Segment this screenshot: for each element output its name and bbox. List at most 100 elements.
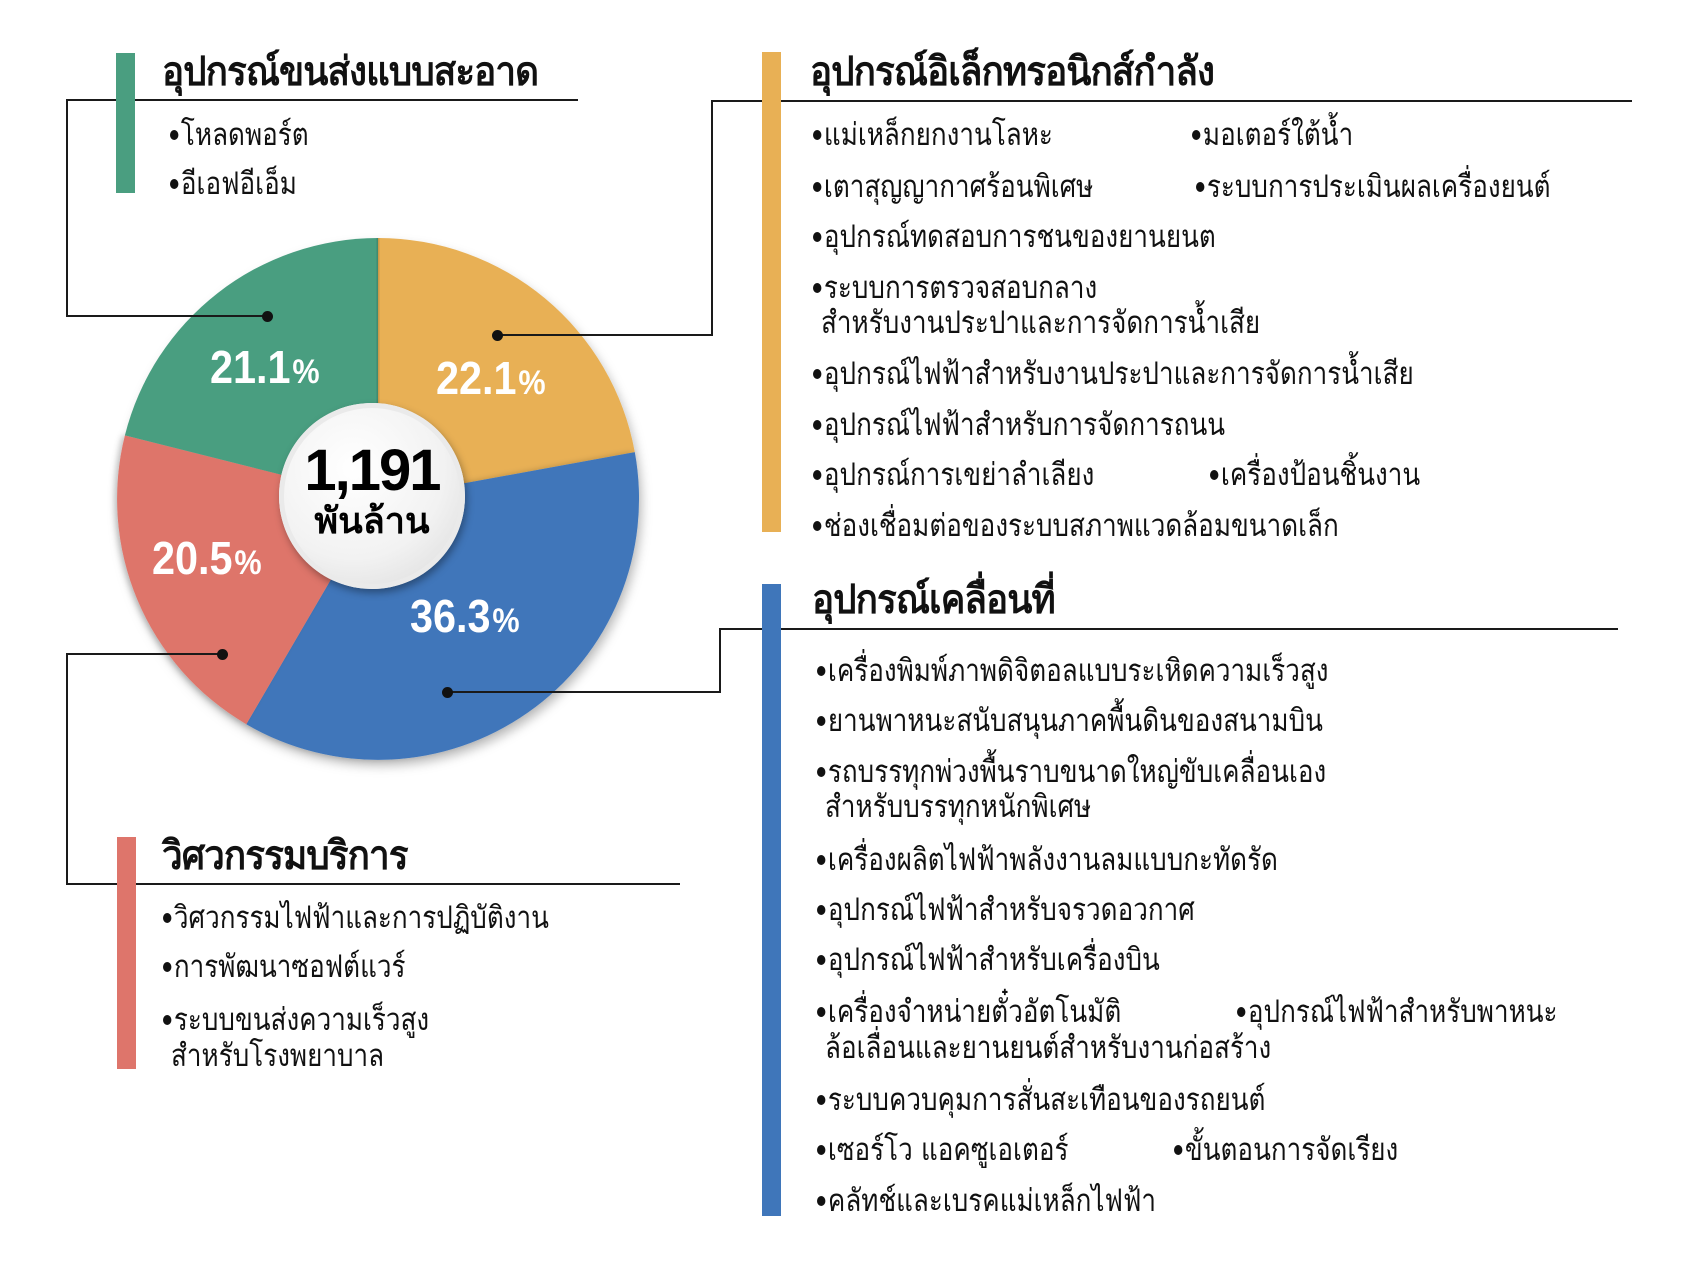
bullet-icon bbox=[817, 1144, 826, 1155]
item-text: อุปกรณ์การเขย่าลำเลียง bbox=[823, 457, 1095, 493]
list-item: ช่องเชื่อมต่อของระบบสภาพแวดล้อมขนาดเล็ก bbox=[813, 509, 1339, 543]
pie-slice-mobility bbox=[246, 452, 640, 760]
item-text: โหลดพอร์ต bbox=[180, 117, 309, 153]
list-item: อุปกรณ์ไฟฟ้าสำหรับเครื่องบิน bbox=[817, 943, 1160, 977]
pie-slice-power-electronics bbox=[378, 238, 635, 499]
item-text: ระบบควบคุมการสั่นสะเทือนของรถยนต์ bbox=[827, 1082, 1266, 1118]
item-text: ยานพาหนะสนับสนุนภาคพื้นดินของสนามบิน bbox=[827, 703, 1323, 739]
list-item: เตาสุญญากาศร้อนพิเศษ bbox=[813, 170, 1093, 204]
list-item: ระบบการประเมินผลเครื่องยนต์ bbox=[1196, 170, 1551, 204]
item-text: อุปกรณ์ทดสอบการชนของยานยนต bbox=[823, 219, 1216, 255]
bullet-icon bbox=[813, 282, 822, 293]
list-item-continuation: สำหรับบรรทุกหนักพิเศษ bbox=[820, 790, 1091, 824]
bullet-icon bbox=[817, 904, 826, 915]
list-item: เซอร์โว แอคซูเอเตอร์ bbox=[817, 1133, 1069, 1167]
bullet-icon bbox=[817, 1006, 826, 1017]
item-text: อุปกรณ์ไฟฟ้าสำหรับจรวดอวกาศ bbox=[827, 892, 1195, 928]
item-text: วิศวกรรมไฟฟ้าและการปฏิบัติงาน bbox=[173, 900, 549, 936]
bullet-icon bbox=[1192, 129, 1201, 140]
item-text: เครื่องป้อนชิ้นงาน bbox=[1220, 457, 1421, 493]
list-item: คลัทช์และเบรคแม่เหล็กไฟฟ้า bbox=[817, 1184, 1156, 1218]
bullet-icon bbox=[817, 954, 826, 965]
bullet-icon bbox=[817, 665, 826, 676]
list-item: อุปกรณ์ไฟฟ้าสำหรับงานประปาและการจัดการน้… bbox=[813, 357, 1414, 391]
pie-label-mobility: 36.3% bbox=[410, 591, 520, 646]
item-text: สำหรับโรงพยาบาล bbox=[171, 1038, 385, 1074]
bullet-icon bbox=[813, 469, 822, 480]
item-text: เซอร์โว แอคซูเอเตอร์ bbox=[827, 1132, 1069, 1168]
item-text: ล้อเลื่อนและยานยนต์สำหรับงานก่อสร้าง bbox=[825, 1030, 1272, 1066]
pct-sign: % bbox=[492, 602, 520, 640]
item-text: ขั้นตอนการจัดเรียง bbox=[1184, 1132, 1399, 1168]
bullet-icon bbox=[817, 1094, 826, 1105]
section-color-bar bbox=[762, 584, 781, 1216]
bullet-icon bbox=[817, 1195, 826, 1206]
list-item-continuation: สำหรับงานประปาและการจัดการน้ำเสีย bbox=[816, 306, 1260, 340]
bullet-icon bbox=[813, 520, 822, 531]
pie-label-engineering-service: 20.5% bbox=[152, 533, 262, 588]
total-unit: พันล้าน bbox=[314, 500, 430, 541]
item-text: ระบบการประเมินผลเครื่องยนต์ bbox=[1206, 169, 1551, 205]
list-item: อุปกรณ์ไฟฟ้าสำหรับการจัดการถนน bbox=[813, 408, 1225, 442]
pct-value: 20.5 bbox=[152, 532, 233, 584]
list-item: รถบรรทุกพ่วงพื้นราบขนาดใหญ่ขับเคลื่อนเอง bbox=[817, 755, 1326, 789]
list-item: เครื่องพิมพ์ภาพดิจิตอลแบบระเหิดความเร็วส… bbox=[817, 654, 1328, 688]
item-text: เครื่องพิมพ์ภาพดิจิตอลแบบระเหิดความเร็วส… bbox=[827, 653, 1329, 689]
list-item: เครื่องป้อนชิ้นงาน bbox=[1210, 458, 1420, 492]
list-item-continuation: ล้อเลื่อนและยานยนต์สำหรับงานก่อสร้าง bbox=[820, 1031, 1271, 1065]
list-item: อุปกรณ์การเขย่าลำเลียง bbox=[813, 458, 1094, 492]
bullet-icon bbox=[813, 129, 822, 140]
pct-value: 36.3 bbox=[410, 590, 491, 642]
connector-power-electronics bbox=[497, 100, 1632, 336]
list-item: ระบบควบคุมการสั่นสะเทือนของรถยนต์ bbox=[817, 1083, 1265, 1117]
pie-center-total: 1,191 พันล้าน bbox=[279, 403, 465, 589]
section-title: วิศวกรรมบริการ bbox=[162, 834, 408, 878]
item-text: คลัทช์และเบรคแม่เหล็กไฟฟ้า bbox=[827, 1183, 1157, 1219]
bullet-icon bbox=[170, 178, 179, 189]
bullet-icon bbox=[813, 231, 822, 242]
list-item: วิศวกรรมไฟฟ้าและการปฏิบัติงาน bbox=[163, 901, 549, 935]
list-item: การพัฒนาซอฟต์แวร์ bbox=[163, 950, 405, 984]
bullet-icon bbox=[1237, 1006, 1246, 1017]
pct-value: 22.1 bbox=[436, 352, 517, 404]
bullet-icon bbox=[813, 419, 822, 430]
pct-sign: % bbox=[234, 544, 262, 582]
item-text: เตาสุญญากาศร้อนพิเศษ bbox=[823, 169, 1094, 205]
pct-value: 21.1 bbox=[210, 341, 291, 393]
connector-engineering-service bbox=[66, 653, 680, 885]
pie-label-power-electronics: 22.1% bbox=[436, 353, 546, 408]
bullet-icon bbox=[1174, 1144, 1183, 1155]
section-color-bar bbox=[116, 53, 135, 193]
item-text: รถบรรทุกพ่วงพื้นราบขนาดใหญ่ขับเคลื่อนเอง bbox=[827, 754, 1327, 790]
bullet-icon bbox=[817, 854, 826, 865]
item-text: ระบบการตรวจสอบกลาง bbox=[823, 270, 1098, 306]
bullet-icon bbox=[817, 766, 826, 777]
list-item: อุปกรณ์ไฟฟ้าสำหรับพาหนะ bbox=[1237, 995, 1558, 1029]
connector-clean-transport bbox=[66, 99, 578, 317]
list-item: เครื่องผลิตไฟฟ้าพลังงานลมแบบกะทัดรัด bbox=[817, 843, 1278, 877]
bullet-icon bbox=[813, 368, 822, 379]
item-text: สำหรับงานประปาและการจัดการน้ำเสีย bbox=[821, 305, 1261, 341]
section-title: อุปกรณ์อิเล็กทรอนิกส์กำลัง bbox=[810, 50, 1215, 94]
bullet-icon bbox=[163, 961, 172, 972]
total-value: 1,191 bbox=[304, 438, 441, 503]
list-item: อุปกรณ์ไฟฟ้าสำหรับจรวดอวกาศ bbox=[817, 893, 1195, 927]
item-text: อุปกรณ์ไฟฟ้าสำหรับเครื่องบิน bbox=[827, 942, 1160, 978]
list-item: ขั้นตอนการจัดเรียง bbox=[1174, 1133, 1398, 1167]
bullet-icon bbox=[170, 129, 179, 140]
bullet-icon bbox=[1210, 469, 1219, 480]
list-item: อีเอฟอีเอ็ม bbox=[170, 167, 297, 201]
pct-sign: % bbox=[292, 353, 320, 391]
list-item: เครื่องจำหน่ายตั๋วอัตโนมัติ bbox=[817, 995, 1121, 1029]
connector-dot-engineering-service bbox=[217, 649, 228, 660]
bullet-icon bbox=[163, 912, 172, 923]
pct-sign: % bbox=[518, 364, 546, 402]
item-text: อุปกรณ์ไฟฟ้าสำหรับการจัดการถนน bbox=[823, 407, 1226, 443]
list-item: ยานพาหนะสนับสนุนภาคพื้นดินของสนามบิน bbox=[817, 704, 1323, 738]
section-color-bar bbox=[762, 52, 781, 532]
connector-dot-power-electronics bbox=[492, 330, 503, 341]
list-item: อุปกรณ์ทดสอบการชนของยานยนต bbox=[813, 220, 1216, 254]
list-item: แม่เหล็กยกงานโลหะ bbox=[813, 118, 1053, 152]
item-text: การพัฒนาซอฟต์แวร์ bbox=[173, 949, 406, 985]
bullet-icon bbox=[1196, 181, 1205, 192]
